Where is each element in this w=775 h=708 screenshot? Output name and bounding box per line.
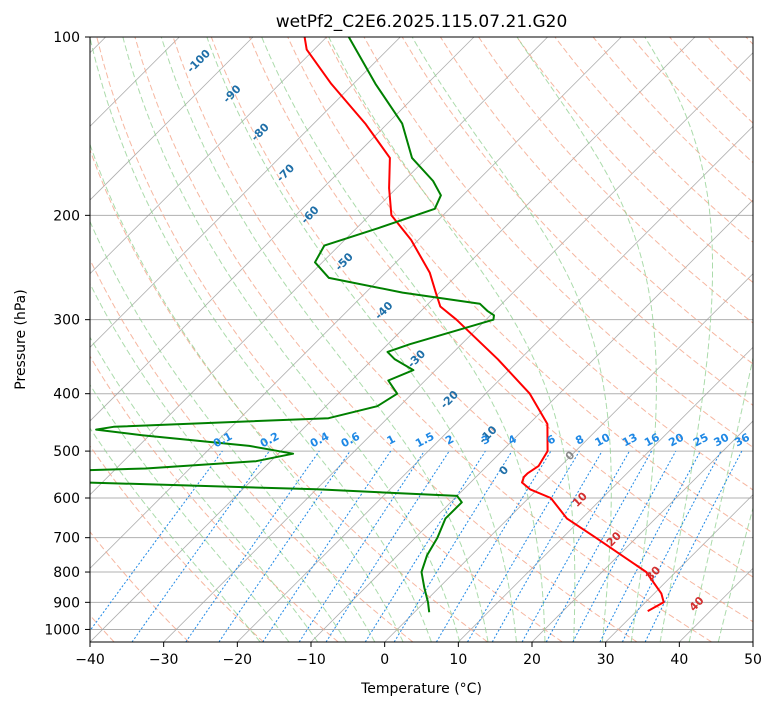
dry-adiabat-line — [90, 531, 190, 642]
isotherm-line — [90, 37, 254, 201]
mixing-ratio-line — [621, 450, 722, 642]
background-lines — [90, 37, 753, 642]
moist-adiabat-line — [688, 355, 753, 642]
y-axis-title: Pressure (hPa) — [13, 289, 29, 389]
axes: −40 −30 −20 −10 0 10 20 30 40 50 100 200 300 400 500 60… — [44, 30, 762, 668]
isotherm-line — [163, 52, 753, 642]
mixing-ratio-label: 30 — [712, 431, 732, 450]
moist-adiabat-line — [328, 37, 576, 642]
x-tick-label: −40 — [75, 652, 105, 668]
dry-adiabat-line — [249, 37, 753, 578]
mixing-ratio-line — [90, 450, 223, 632]
y-tick-label: 700 — [53, 531, 80, 547]
y-tick-label: 900 — [53, 595, 80, 611]
dry-adiabat-line — [172, 37, 712, 642]
y-tick-label: 500 — [53, 444, 80, 460]
dry-adiabat-line — [90, 355, 339, 642]
dry-adiabat-line — [401, 37, 753, 406]
y-tick-label: 1000 — [44, 622, 80, 638]
dry-adiabat-line — [287, 37, 753, 534]
mixing-ratio-line — [298, 450, 425, 642]
dry-adiabat-line — [90, 445, 264, 642]
isotherm-line — [458, 346, 753, 642]
mixing-ratio-label: 20 — [666, 431, 686, 450]
isotherm-line — [90, 37, 622, 569]
moist-adiabat-line — [90, 383, 290, 642]
isotherm-line — [310, 199, 753, 642]
data-lines — [90, 37, 665, 613]
moist-adiabat-line — [411, 37, 612, 642]
dry-adiabat-line — [134, 37, 638, 642]
dry-adiabat-line — [96, 37, 563, 642]
moist-adiabat-line — [90, 37, 432, 642]
mixing-ratio-line — [545, 450, 653, 642]
isotherm-line — [90, 37, 327, 275]
x-tick-label: 10 — [449, 652, 467, 668]
chart-title: wetPf2_C2E6.2025.115.07.21.G20 — [276, 12, 568, 32]
mixing-ratio-line — [491, 450, 603, 642]
mixing-ratio-line — [644, 450, 743, 642]
mixing-ratio-line — [185, 450, 320, 642]
mixing-ratio-line — [521, 450, 630, 642]
x-axis-title: Temperature (°C) — [360, 681, 482, 697]
mixing-ratio-line — [218, 450, 351, 642]
y-tick-label: 100 — [53, 30, 80, 46]
moist-adiabat-line — [90, 427, 261, 642]
mixing-ratio-line — [262, 450, 392, 642]
x-tick-label: −20 — [223, 652, 253, 668]
isotherm-line — [384, 273, 753, 642]
x-tick-label: 40 — [670, 652, 688, 668]
y-tick-label: 300 — [53, 313, 80, 329]
moist-adiabat-line — [160, 37, 489, 642]
x-tick-label: −10 — [296, 652, 326, 668]
x-tick-label: 50 — [744, 652, 762, 668]
mixing-ratio-line — [131, 450, 270, 642]
isotherm-line — [605, 494, 753, 642]
isotherm-line — [90, 37, 401, 348]
dewpoint-profile-line — [90, 37, 495, 613]
moist-adiabat-line — [206, 37, 517, 642]
isotherm-line — [90, 37, 548, 496]
moist-adiabat-line — [122, 37, 461, 642]
x-tick-label: −30 — [149, 652, 179, 668]
x-tick-label: 0 — [380, 652, 389, 668]
isotherm-line — [237, 125, 753, 642]
mixing-ratio-label: 16 — [642, 431, 662, 450]
mixing-ratio-line — [393, 450, 513, 642]
dry-adiabat-line — [325, 37, 753, 491]
moist-adiabat-line — [644, 37, 713, 642]
moist-adiabat-line — [90, 142, 404, 642]
mixing-ratio-line — [325, 450, 450, 642]
isotherm-line — [531, 420, 753, 642]
y-tick-label: 200 — [53, 208, 80, 224]
isotherm-line — [90, 37, 475, 422]
mixing-ratio-label: 10 — [593, 431, 613, 450]
y-tick-label: 400 — [53, 387, 80, 403]
temperature-profile-line — [303, 37, 665, 612]
x-tick-label: 30 — [597, 652, 615, 668]
moist-adiabat-line — [90, 220, 376, 642]
y-tick-label: 600 — [53, 491, 80, 507]
y-tick-label: 800 — [53, 565, 80, 581]
isotherm-line — [90, 37, 696, 642]
dry-adiabat-line — [439, 37, 753, 365]
moist-adiabat-line — [90, 336, 319, 642]
x-tick-label: 20 — [523, 652, 541, 668]
dry-adiabat-line — [90, 148, 488, 642]
mixing-ratio-label: 36 — [732, 431, 752, 450]
moist-adiabat-line — [90, 282, 347, 642]
plot-frame — [89, 36, 754, 643]
mixing-ratio-line — [572, 450, 677, 642]
dry-adiabat-line — [210, 37, 753, 623]
dry-adiabat-line — [516, 37, 753, 284]
mixing-ratio-label: 25 — [691, 431, 711, 450]
moist-adiabat-line — [516, 37, 657, 642]
mixing-ratio-label: 13 — [620, 431, 640, 450]
